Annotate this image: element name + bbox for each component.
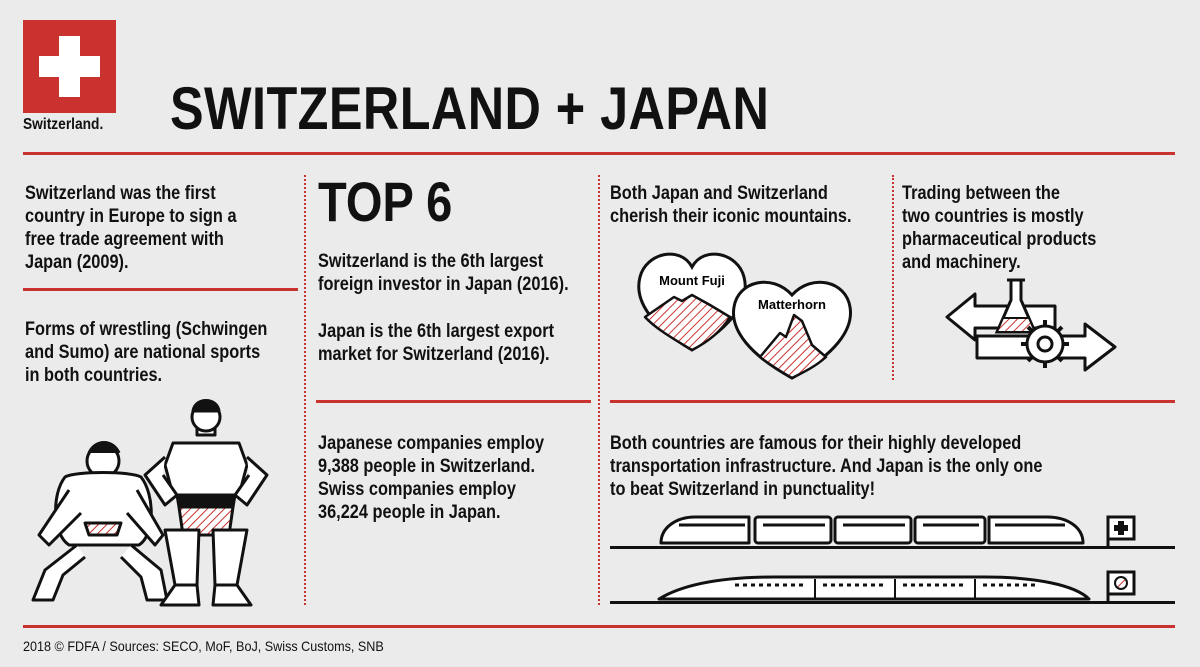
swiss-train-icon [659, 515, 1085, 545]
divider-left-1 [23, 288, 298, 291]
matterhorn-label: Matterhorn [758, 297, 826, 312]
top-heading: TOP 6 [318, 170, 453, 233]
header-divider [23, 152, 1175, 155]
mount-fuji-label: Mount Fuji [659, 273, 725, 288]
fact-investor: Switzerland is the 6th largest foreign i… [318, 251, 569, 295]
divider-right-1 [610, 400, 1175, 403]
brand-name: Switzerland. [23, 116, 104, 133]
mountain-hearts-illustration: Mount Fuji Matterhorn [637, 252, 852, 380]
schwinger-wrestler-icon [143, 399, 269, 607]
japanese-train-icon [657, 575, 1091, 601]
fact-mountains: Both Japan and Switzerland cherish their… [610, 183, 852, 227]
gear-icon [1021, 320, 1069, 368]
fact-trade-agreement: Switzerland was the first country in Eur… [25, 183, 237, 273]
column-separator-2 [598, 175, 600, 605]
track-bottom [610, 601, 1175, 604]
footer-divider [23, 625, 1175, 628]
track-top [610, 546, 1175, 549]
arrow-left-icon [945, 292, 1057, 342]
column-separator-1 [304, 175, 306, 605]
sumo-wrestler-icon [31, 441, 169, 602]
fact-export: Japan is the 6th largest export market f… [318, 321, 555, 365]
swiss-cross-vertical [59, 36, 80, 97]
japan-flag-icon [1106, 570, 1136, 604]
matterhorn-heart-icon: Matterhorn [732, 280, 852, 380]
trade-arrows-illustration [945, 278, 1117, 372]
fact-employment: Japanese companies employ 9,388 people i… [318, 433, 545, 523]
column-separator-3 [892, 175, 894, 380]
fact-wrestling: Forms of wrestling (Schwingen and Sumo) … [25, 319, 268, 386]
page-title: SWITZERLAND + JAPAN [170, 75, 770, 142]
swiss-flag-logo [23, 20, 116, 113]
fact-trading: Trading between the two countries is mos… [902, 183, 1097, 273]
fact-transport: Both countries are famous for their high… [610, 433, 1043, 500]
divider-mid-1 [316, 400, 591, 403]
wrestlers-illustration [31, 399, 269, 607]
mount-fuji-heart-icon: Mount Fuji [637, 252, 747, 352]
swiss-flag-icon [1106, 515, 1136, 549]
footer-sources: 2018 © FDFA / Sources: SECO, MoF, BoJ, S… [23, 638, 384, 654]
